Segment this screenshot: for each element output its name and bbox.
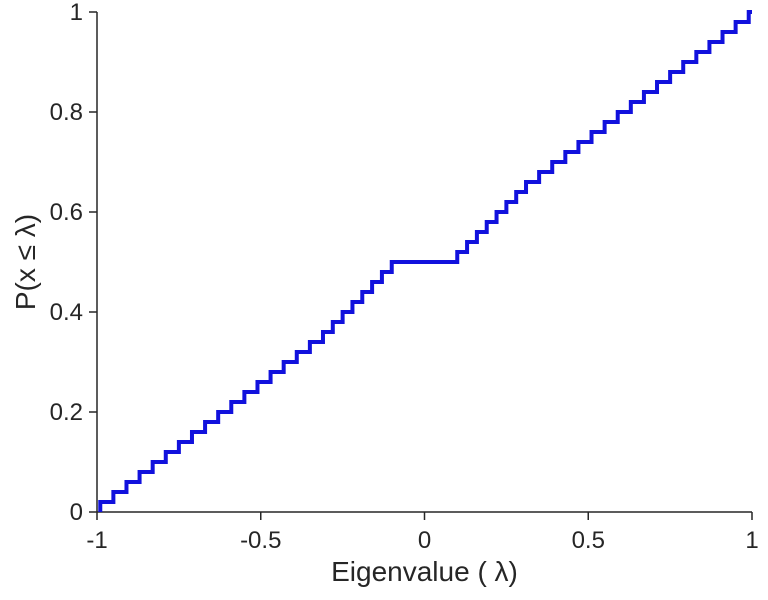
x-tick-label: 0 [418,527,431,554]
y-tick-label: 1 [70,0,83,26]
ecdf-stairs-line [98,10,752,512]
y-axis-label: P(x ≤ λ) [10,213,41,311]
y-tick-label: 0.4 [50,299,83,326]
x-tick-label: 0.5 [572,527,605,554]
y-tick-label: 0.8 [50,99,83,126]
x-tick-label: -1 [86,527,107,554]
x-tick-label: 1 [745,527,758,554]
y-tick-label: 0.6 [50,199,83,226]
x-axis-label: Eigenvalue ( λ) [331,556,518,587]
x-tick-label: -0.5 [240,527,281,554]
y-tick-label: 0 [70,499,83,526]
y-tick-label: 0.2 [50,399,83,426]
